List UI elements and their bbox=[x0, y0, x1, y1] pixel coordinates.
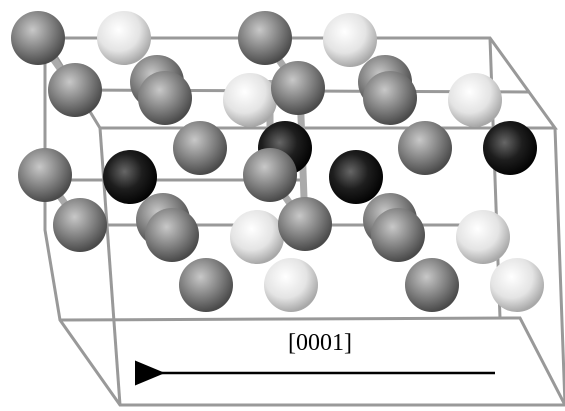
atom bbox=[53, 198, 107, 252]
atom bbox=[173, 121, 227, 175]
atom bbox=[145, 208, 199, 262]
atom bbox=[448, 73, 502, 127]
atom bbox=[456, 210, 510, 264]
crystal-diagram: [0001] bbox=[0, 0, 565, 411]
atom bbox=[264, 258, 318, 312]
atom bbox=[238, 11, 292, 65]
atom bbox=[363, 71, 417, 125]
atom bbox=[18, 148, 72, 202]
atom bbox=[223, 73, 277, 127]
atom bbox=[278, 197, 332, 251]
atom bbox=[230, 210, 284, 264]
atom bbox=[405, 258, 459, 312]
atom bbox=[271, 61, 325, 115]
page: [0001] (() => { const data = JSON.parse(… bbox=[0, 0, 565, 411]
direction-label: [0001] bbox=[288, 330, 352, 356]
atom bbox=[48, 63, 102, 117]
atom bbox=[329, 150, 383, 204]
atom bbox=[179, 258, 233, 312]
atom bbox=[398, 121, 452, 175]
atom bbox=[138, 71, 192, 125]
atom bbox=[11, 11, 65, 65]
atom bbox=[97, 11, 151, 65]
atom bbox=[490, 258, 544, 312]
atom bbox=[243, 148, 297, 202]
atom bbox=[371, 208, 425, 262]
atom bbox=[483, 121, 537, 175]
atom bbox=[103, 150, 157, 204]
atom bbox=[323, 13, 377, 67]
atoms bbox=[11, 11, 544, 312]
